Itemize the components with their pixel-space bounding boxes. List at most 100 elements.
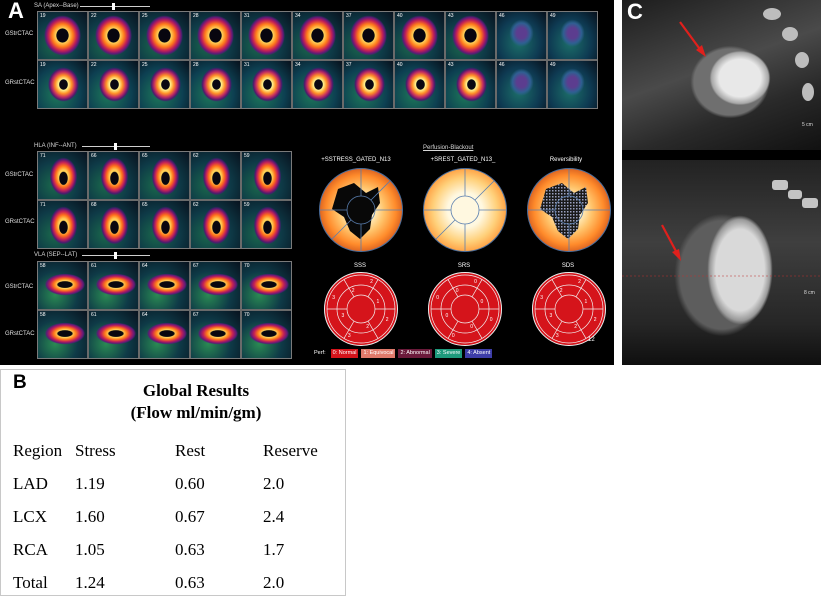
vla-stress-tile: 61 bbox=[89, 262, 138, 309]
ct-top-scale: 5 cm bbox=[802, 122, 813, 128]
segment-score: 2 bbox=[351, 288, 355, 295]
row-stress: 1.24 bbox=[75, 572, 105, 592]
sa-rest-tile: 40 bbox=[395, 61, 444, 108]
row-reserve: 2.0 bbox=[263, 572, 285, 592]
slice-number: 58 bbox=[40, 312, 46, 318]
sa-image-grid: 19 22 25 28 31 34 37 40 43 46 49 19 22 25 28 31 34 37 40 43… bbox=[37, 11, 598, 109]
legend-item: 0: Normal bbox=[330, 348, 359, 358]
slice-number: 34 bbox=[295, 13, 301, 19]
sa-rest-tile: 37 bbox=[344, 61, 393, 108]
slice-number: 37 bbox=[346, 13, 352, 19]
table-row: LAD 1.19 0.60 2.0 bbox=[13, 467, 343, 500]
slice-number: 70 bbox=[244, 263, 250, 269]
sa-stress-tile: 37 bbox=[344, 12, 393, 59]
polar-title-rest: +SREST_GATED_N13_ bbox=[430, 157, 496, 163]
slice-number: 49 bbox=[550, 62, 556, 68]
vla-stress-tile: 67 bbox=[191, 262, 240, 309]
segment-score: 2 bbox=[370, 279, 373, 286]
segment-score: 0 bbox=[451, 332, 455, 339]
polar-title-stress: +SSTRESS_GATED_N13 bbox=[321, 157, 391, 163]
row-region: RCA bbox=[13, 539, 48, 559]
hla-stress-tile: 65 bbox=[140, 152, 189, 199]
row-rest: 0.60 bbox=[175, 473, 205, 493]
perfusion-legend: Perf: 0: Normal 1: Equivocal 2: Abnormal 3:… bbox=[312, 348, 493, 358]
hla-rest-label: GRstCTAC bbox=[5, 219, 35, 225]
sa-rest-tile: 19 bbox=[38, 61, 87, 108]
slice-number: 70 bbox=[244, 312, 250, 318]
hla-rest-tile: 62 bbox=[191, 201, 240, 248]
row-reserve: 1.7 bbox=[263, 539, 285, 559]
slice-number: 67 bbox=[193, 312, 199, 318]
sds-title: SDS bbox=[561, 263, 575, 269]
sa-rest-tile: 46 bbox=[497, 61, 546, 108]
hla-rest-tile: 71 bbox=[38, 201, 87, 248]
sss-title: SSS bbox=[353, 263, 366, 269]
row-stress: 1.19 bbox=[75, 473, 105, 493]
slice-number: 28 bbox=[193, 62, 199, 68]
segment-score: 3 bbox=[341, 313, 345, 320]
slice-number: 61 bbox=[91, 263, 97, 269]
vla-slider-knob[interactable] bbox=[114, 252, 117, 259]
slice-number: 65 bbox=[142, 202, 148, 208]
header-region: Region bbox=[13, 440, 63, 460]
polar-title-reversibility: Reversibility bbox=[549, 157, 583, 163]
legend-item: 2: Abnormal bbox=[398, 348, 432, 358]
legend-item: 3: Severe bbox=[434, 348, 463, 358]
hla-slider-knob[interactable] bbox=[114, 143, 117, 150]
hla-stress-tile: 71 bbox=[38, 152, 87, 199]
stress-polar-map bbox=[319, 168, 403, 252]
sa-rest-label: GRstCTAC bbox=[5, 80, 35, 86]
sa-stress-tile: 19 bbox=[38, 12, 87, 59]
sa-stress-label: GStrCTAC bbox=[5, 31, 34, 37]
table-row: Total 1.24 0.63 2.0 bbox=[13, 566, 343, 599]
segment-score: 0 bbox=[455, 288, 459, 295]
sa-slider[interactable] bbox=[80, 6, 150, 7]
panel-c-label: C bbox=[627, 0, 643, 24]
row-stress: 1.05 bbox=[75, 539, 105, 559]
vla-image-grid: 58 61 64 67 70 58 61 64 67 70 bbox=[37, 261, 292, 359]
segment-score: 2 bbox=[559, 288, 563, 295]
row-region: LCX bbox=[13, 506, 47, 526]
ct-image-bottom: 8 cm bbox=[622, 160, 821, 365]
slice-number: 37 bbox=[346, 62, 352, 68]
slice-number: 67 bbox=[193, 263, 199, 269]
sa-rest-tile: 43 bbox=[446, 61, 495, 108]
sa-slider-knob[interactable] bbox=[112, 3, 115, 10]
segment-score: 1 bbox=[376, 298, 380, 305]
slice-number: 28 bbox=[193, 13, 199, 19]
panel-a-nuclear-images: A SA (Apex--Base) GStrCTAC GRstCTAC 19 22… bbox=[0, 0, 614, 365]
sa-title: SA (Apex--Base) bbox=[34, 3, 79, 9]
segment-score: 0 bbox=[489, 317, 493, 324]
row-region: Total bbox=[13, 572, 48, 592]
results-title: Global Results bbox=[142, 381, 250, 400]
row-rest: 0.67 bbox=[175, 506, 205, 526]
sa-rest-tile: 28 bbox=[191, 61, 240, 108]
slice-number: 46 bbox=[499, 62, 505, 68]
results-subtitle: (Flow ml/min/gm) bbox=[130, 403, 262, 422]
row-stress: 1.60 bbox=[75, 506, 105, 526]
segment-score: 0 bbox=[436, 294, 439, 301]
vla-stress-tile: 58 bbox=[38, 262, 87, 309]
slice-number: 65 bbox=[142, 153, 148, 159]
segment-score: 3 bbox=[540, 294, 543, 301]
slice-number: 31 bbox=[244, 13, 250, 19]
slice-number: 66 bbox=[91, 153, 97, 159]
slice-number: 62 bbox=[193, 202, 199, 208]
sa-stress-tile: 34 bbox=[293, 12, 342, 59]
header-stress: Stress bbox=[75, 440, 116, 460]
slice-number: 43 bbox=[448, 13, 454, 19]
slice-number: 49 bbox=[550, 13, 556, 19]
slice-number: 64 bbox=[142, 312, 148, 318]
hla-rest-tile: 65 bbox=[140, 201, 189, 248]
segment-score: 3 bbox=[549, 313, 553, 320]
table-row: RCA 1.05 0.63 1.7 bbox=[13, 533, 343, 566]
hla-stress-label: GStrCTAC bbox=[5, 172, 34, 178]
srs-bullseye: 0 0 0 0 0 0 0 0 bbox=[428, 272, 502, 346]
slice-number: 71 bbox=[40, 153, 46, 159]
slice-number: 58 bbox=[40, 263, 46, 269]
slice-number: 40 bbox=[397, 62, 403, 68]
header-rest: Rest bbox=[175, 440, 206, 460]
vla-stress-label: GStrCTAC bbox=[5, 284, 34, 290]
vla-rest-tile: 67 bbox=[191, 311, 240, 358]
segment-score: 0 bbox=[474, 279, 477, 286]
